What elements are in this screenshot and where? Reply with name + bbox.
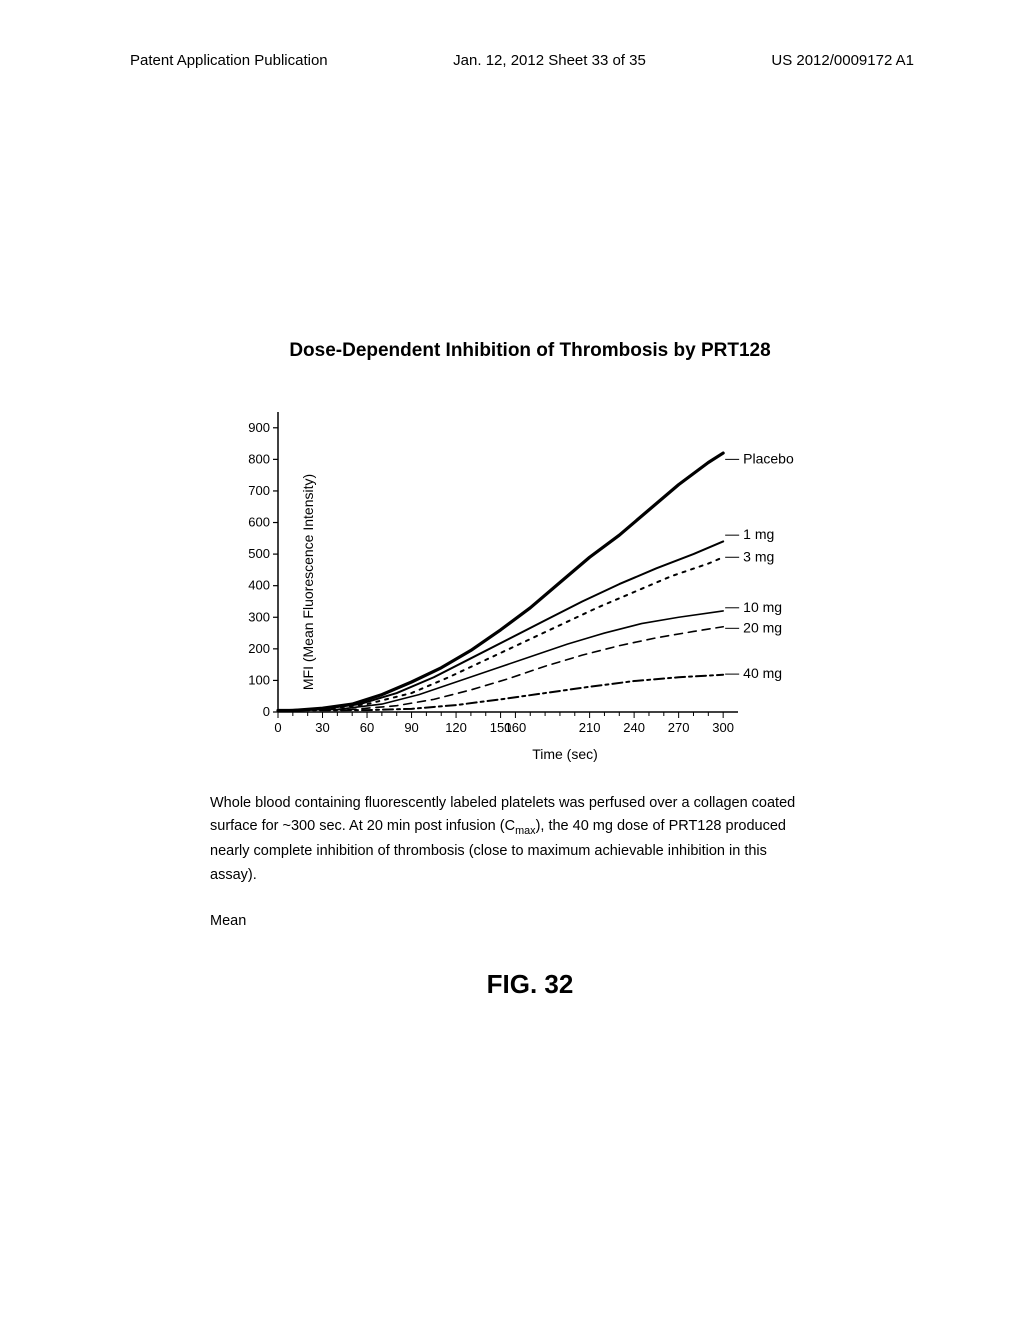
svg-text:0: 0 — [263, 704, 270, 719]
svg-text:30: 30 — [315, 720, 329, 735]
x-axis-label: Time (sec) — [270, 746, 860, 762]
svg-text:20 mg: 20 mg — [743, 619, 782, 635]
mean-note: Mean — [210, 913, 860, 929]
svg-text:800: 800 — [248, 451, 270, 466]
figure-caption: Whole blood containing fluorescently lab… — [210, 792, 810, 887]
svg-text:240: 240 — [623, 720, 645, 735]
line-chart: 0100200300400500600700800900030609012015… — [230, 402, 838, 740]
header-center: Jan. 12, 2012 Sheet 33 of 35 — [453, 52, 646, 69]
chart-container: MFI (Mean Fluorescence Intensity) 0 100 20… — [230, 402, 860, 762]
svg-text:600: 600 — [248, 515, 270, 530]
svg-text:700: 700 — [248, 483, 270, 498]
svg-text:100: 100 — [248, 672, 270, 687]
svg-text:40 mg: 40 mg — [743, 665, 782, 681]
svg-text:270: 270 — [668, 720, 690, 735]
svg-text:1 mg: 1 mg — [743, 526, 774, 542]
svg-text:500: 500 — [248, 546, 270, 561]
svg-text:60: 60 — [360, 720, 374, 735]
svg-text:300: 300 — [712, 720, 734, 735]
svg-text:0: 0 — [274, 720, 281, 735]
header-left: Patent Application Publication — [130, 52, 328, 69]
svg-text:160: 160 — [505, 720, 527, 735]
chart-title: Dose-Dependent Inhibition of Thrombosis … — [200, 340, 860, 362]
svg-text:3 mg: 3 mg — [743, 548, 774, 564]
svg-text:10 mg: 10 mg — [743, 599, 782, 615]
svg-text:90: 90 — [404, 720, 418, 735]
svg-text:120: 120 — [445, 720, 467, 735]
svg-text:210: 210 — [579, 720, 601, 735]
svg-text:400: 400 — [248, 578, 270, 593]
svg-text:200: 200 — [248, 641, 270, 656]
header-right: US 2012/0009172 A1 — [771, 52, 914, 69]
figure-label: FIG. 32 — [200, 969, 860, 1000]
y-axis-label: MFI (Mean Fluorescence Intensity) — [300, 474, 316, 690]
svg-text:300: 300 — [248, 609, 270, 624]
svg-text:Placebo: Placebo — [743, 450, 794, 466]
svg-text:900: 900 — [248, 420, 270, 435]
